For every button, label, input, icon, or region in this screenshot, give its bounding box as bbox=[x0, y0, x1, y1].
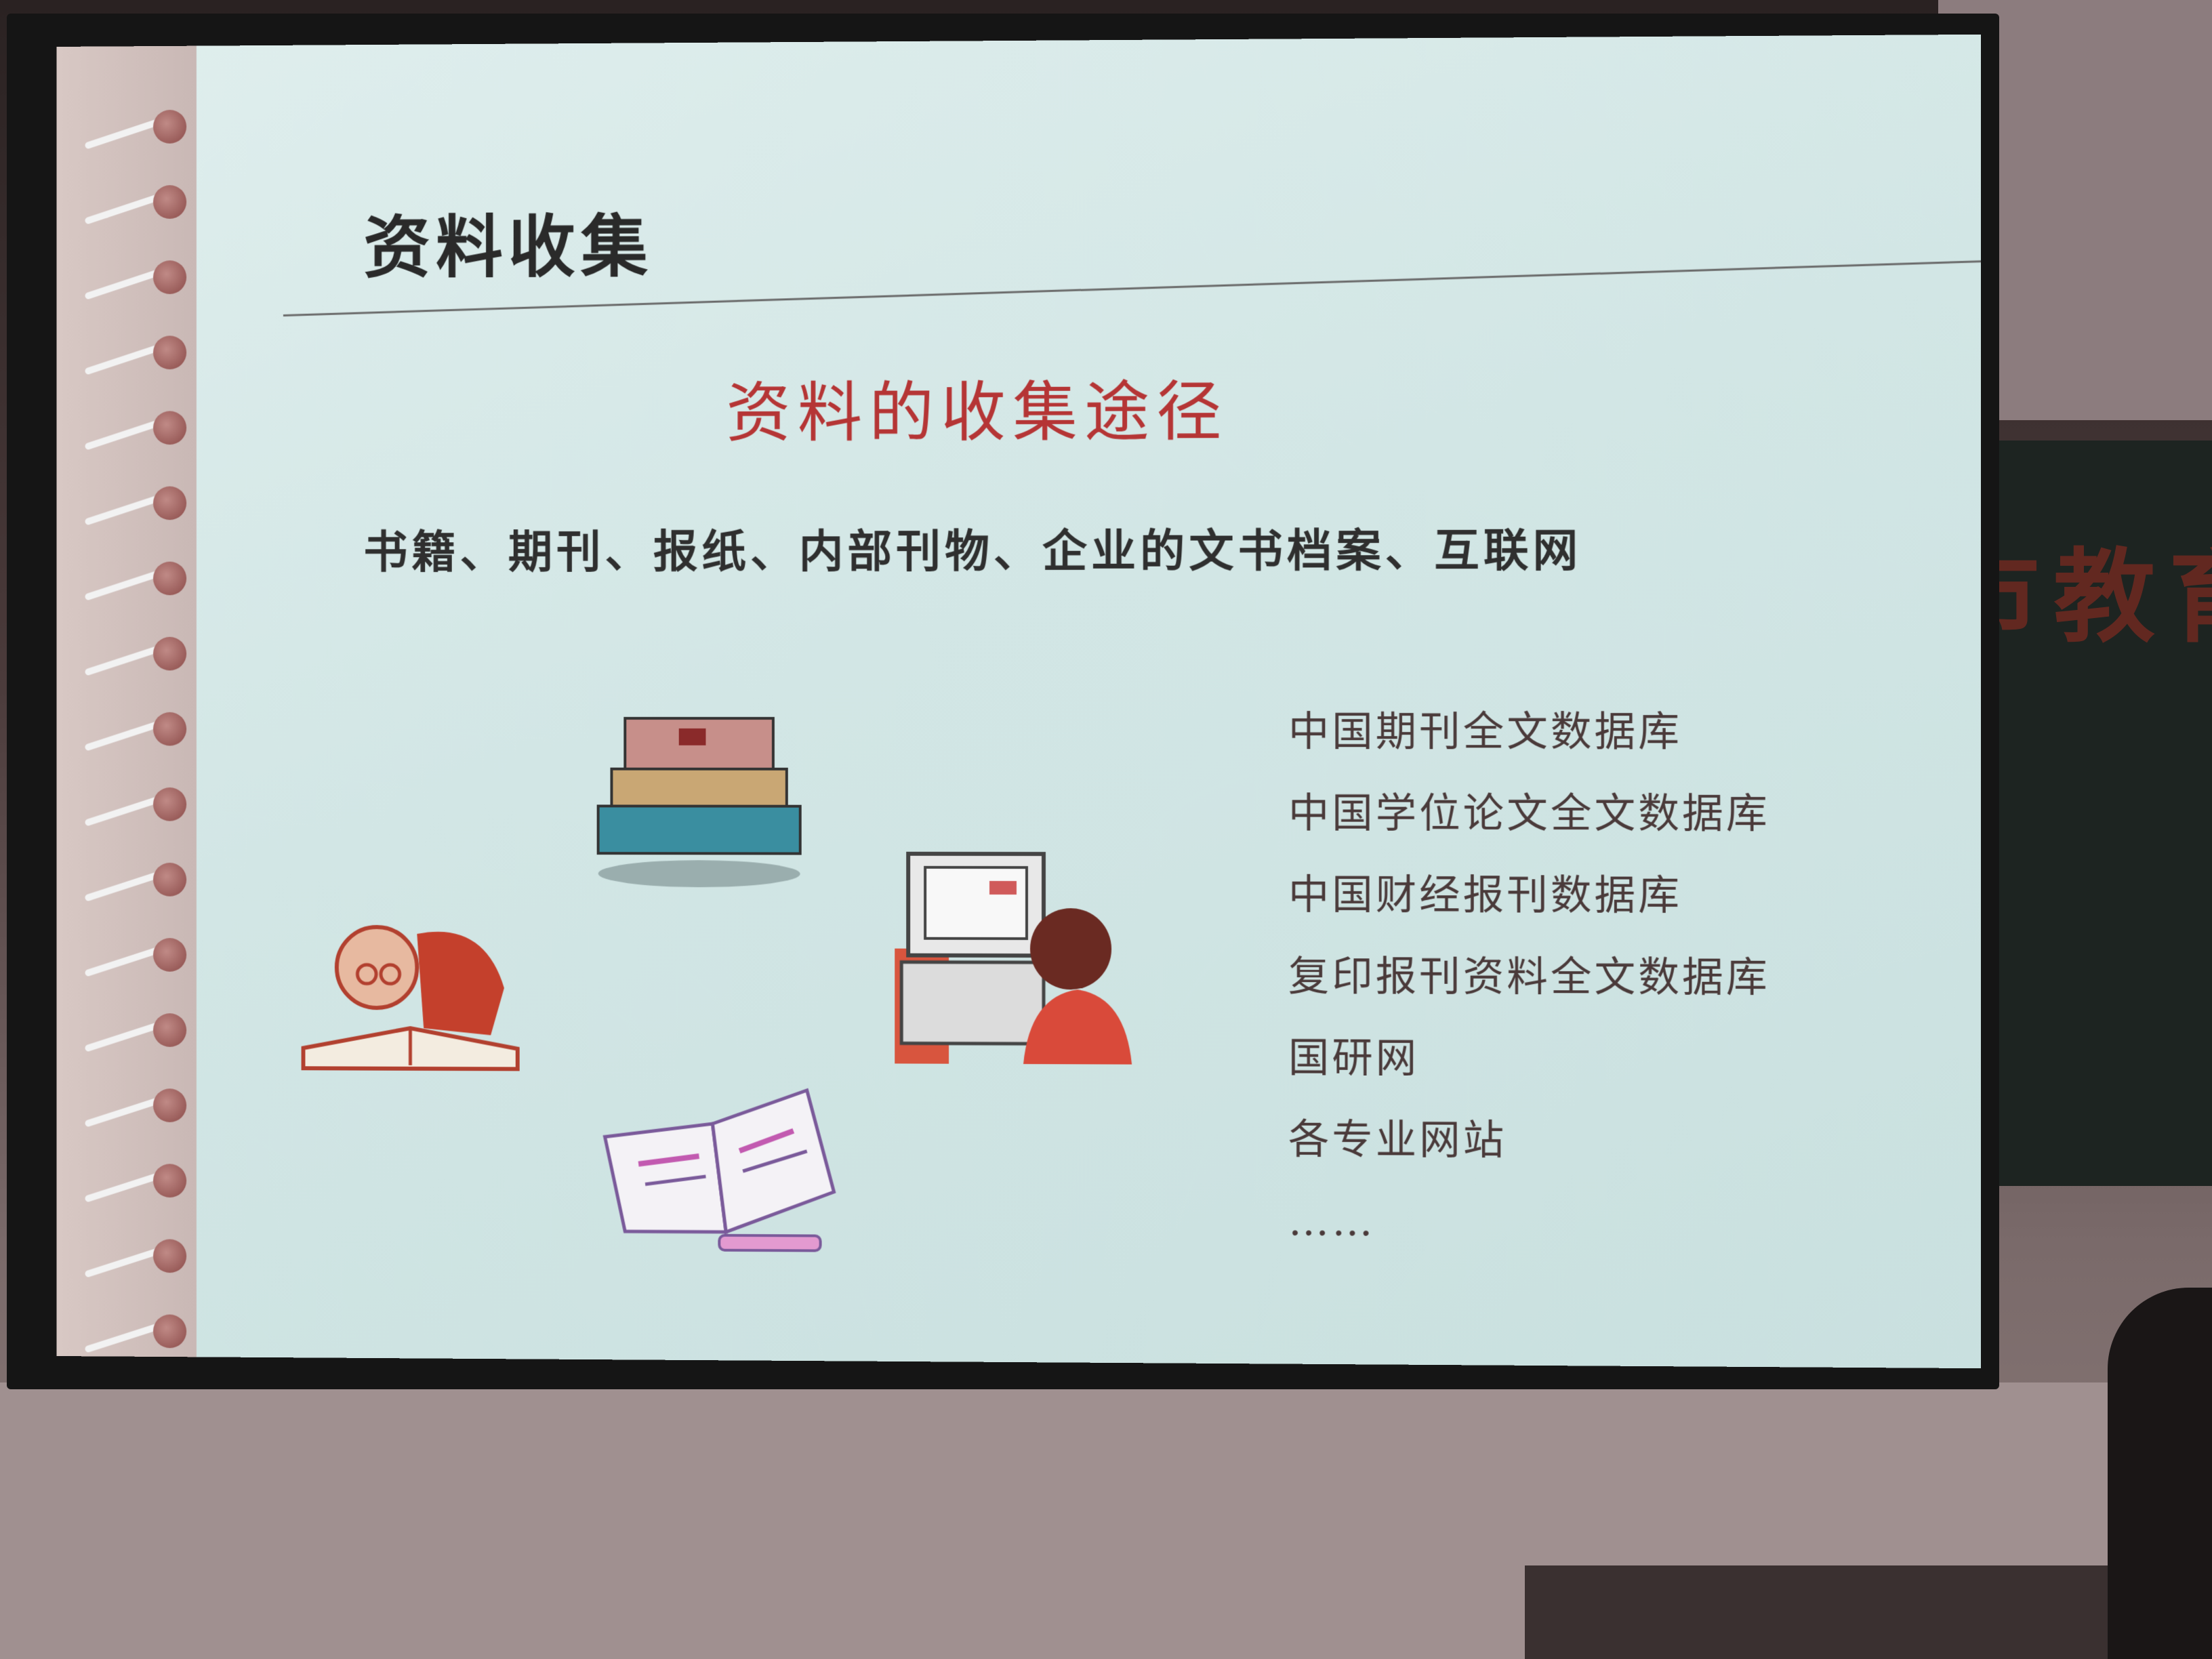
slide: 资料收集 资料的收集途径 书籍、期刊、报纸、内部刊物、企业的文书档案、互联网 中… bbox=[57, 35, 1981, 1368]
binder-ring-icon bbox=[153, 562, 186, 596]
binder-wire bbox=[84, 494, 162, 525]
binder-ring-icon bbox=[153, 1239, 186, 1273]
binder-ring-icon bbox=[153, 110, 186, 144]
notebook-binding bbox=[57, 46, 197, 1357]
book-stack-icon bbox=[578, 691, 821, 894]
binder-ring-icon bbox=[153, 938, 186, 972]
binder-wire bbox=[84, 796, 162, 827]
binder-ring-icon bbox=[153, 411, 186, 445]
binder-wire bbox=[84, 720, 162, 751]
binder-ring-icon bbox=[153, 1088, 186, 1122]
slide-subtitle: 资料的收集途径 bbox=[726, 359, 1228, 454]
database-list: 中国期刊全文数据库 中国学位论文全文数据库 中国财经报刊数据库 复印报刊资料全文… bbox=[1288, 691, 1770, 1265]
person-silhouette bbox=[2108, 1288, 2212, 1659]
database-item: 各专业网站 bbox=[1288, 1099, 1770, 1183]
open-book-icon bbox=[592, 1083, 848, 1260]
binder-wire bbox=[84, 871, 162, 902]
binder-ring-icon bbox=[153, 787, 186, 821]
binder-ring-icon bbox=[153, 712, 186, 746]
binder-ring-icon bbox=[153, 185, 186, 219]
computer-user-icon bbox=[895, 847, 1139, 1065]
binder-ring-icon bbox=[153, 1164, 186, 1197]
binder-ring-icon bbox=[153, 487, 186, 520]
binder-ring-icon bbox=[153, 637, 186, 671]
database-item: 中国期刊全文数据库 bbox=[1288, 691, 1770, 773]
binder-ring-icon bbox=[153, 260, 186, 294]
database-item: 国研网 bbox=[1288, 1017, 1770, 1101]
database-item: 复印报刊资料全文数据库 bbox=[1288, 936, 1770, 1019]
binder-ring-icon bbox=[153, 1013, 186, 1047]
binder-wire bbox=[84, 344, 162, 375]
binder-ring-icon bbox=[153, 335, 186, 369]
binder-wire bbox=[84, 1172, 162, 1203]
binder-wire bbox=[84, 268, 162, 300]
binder-wire bbox=[84, 1322, 162, 1353]
binder-wire bbox=[84, 118, 162, 150]
database-item: 中国财经报刊数据库 bbox=[1288, 855, 1770, 937]
database-item: …… bbox=[1288, 1181, 1770, 1265]
binder-wire bbox=[84, 569, 162, 600]
sources-line: 书籍、期刊、报纸、内部刊物、企业的文书档案、互联网 bbox=[363, 514, 1582, 581]
binder-wire bbox=[84, 644, 162, 676]
binder-wire bbox=[84, 193, 162, 225]
binder-wire bbox=[84, 946, 162, 977]
binder-wire bbox=[84, 1021, 162, 1052]
binder-ring-icon bbox=[153, 1314, 186, 1348]
reading-man-icon bbox=[290, 893, 531, 1082]
binder-wire bbox=[84, 419, 162, 450]
database-item: 中国学位论文全文数据库 bbox=[1288, 773, 1770, 855]
binder-ring-icon bbox=[153, 863, 186, 897]
binder-wire bbox=[84, 1247, 162, 1278]
binder-wire bbox=[84, 1097, 162, 1128]
projection-screen-frame: 资料收集 资料的收集途径 书籍、期刊、报纸、内部刊物、企业的文书档案、互联网 中… bbox=[7, 14, 1999, 1389]
slide-title: 资料收集 bbox=[363, 192, 653, 291]
